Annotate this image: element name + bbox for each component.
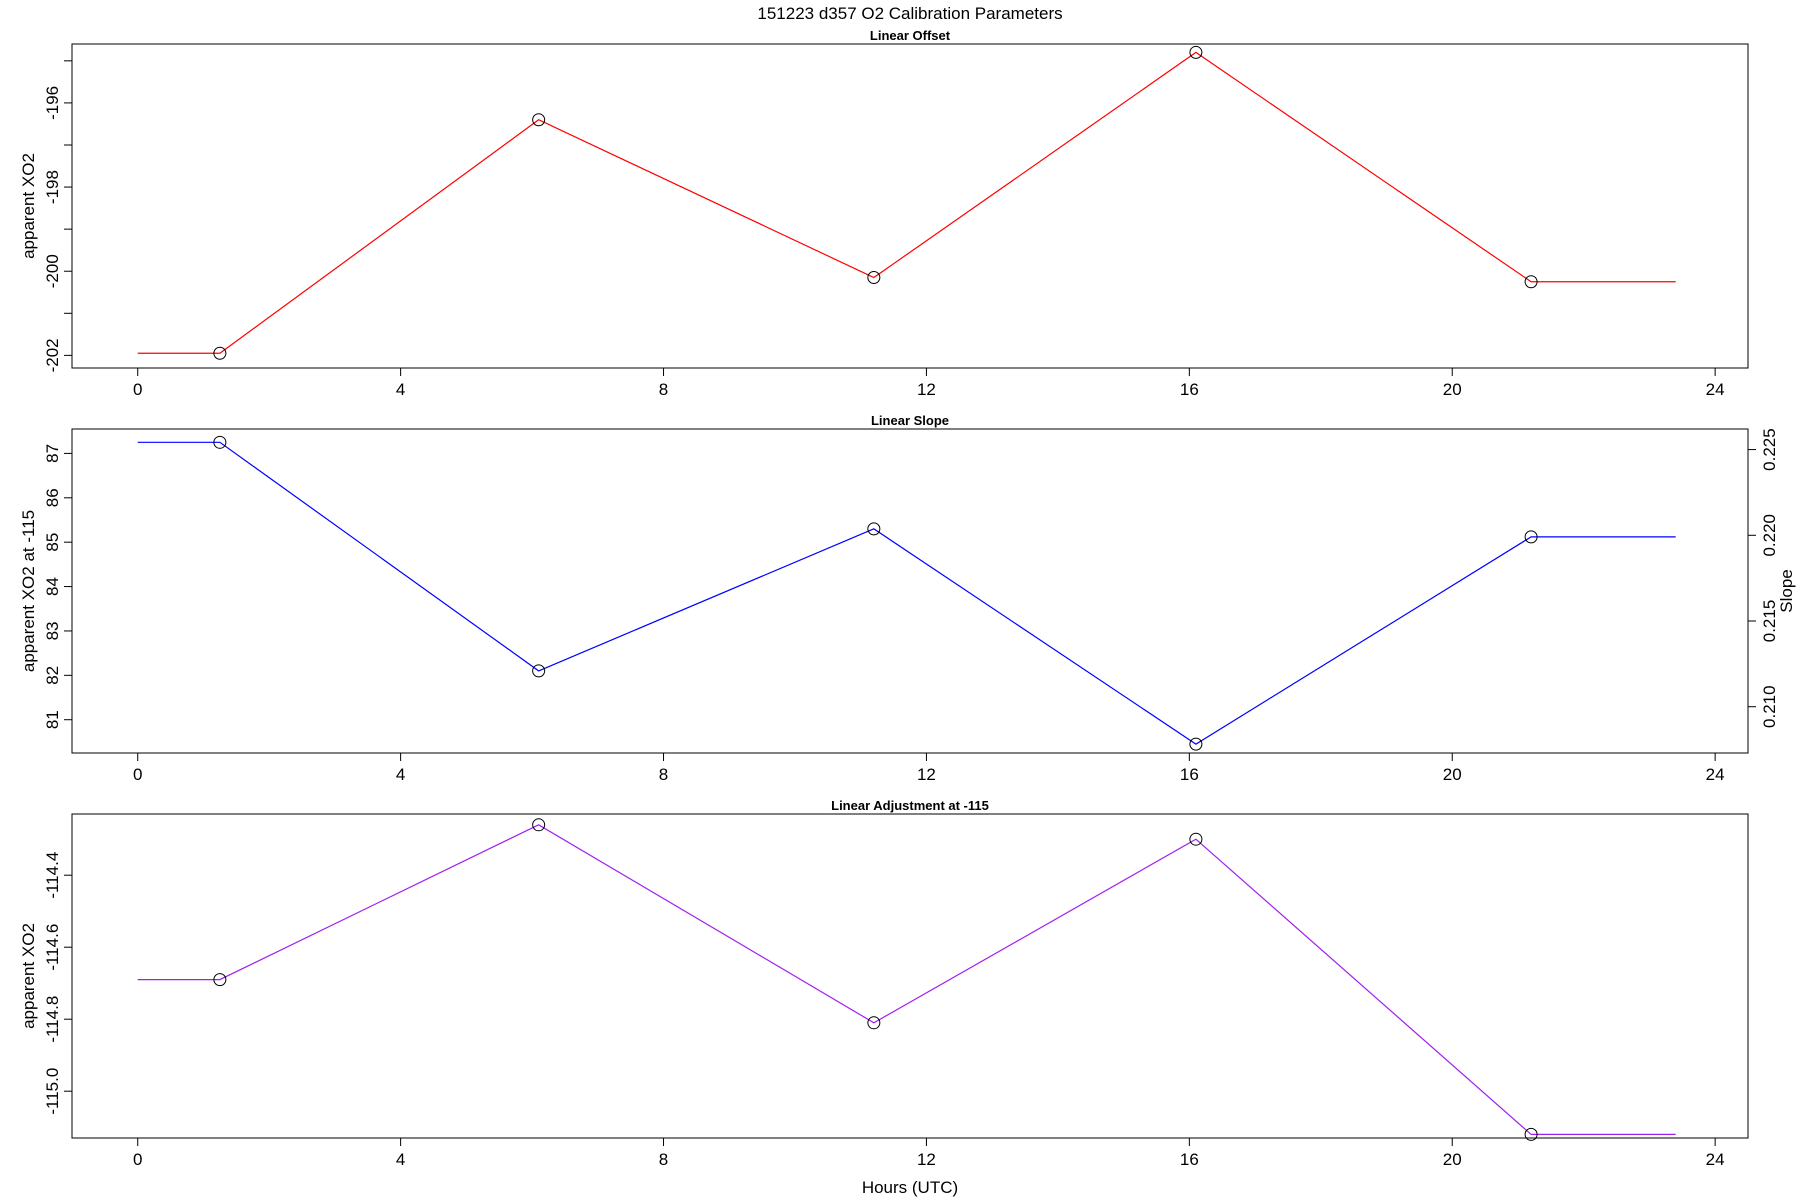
data-point [532, 818, 546, 832]
x-tick-label: 20 [1443, 1150, 1462, 1169]
y-tick-label: -114.6 [43, 924, 62, 971]
y-axis-label: apparent XO2 [19, 153, 38, 259]
plot-frame [71, 428, 1749, 754]
y-tick-label: 87 [43, 444, 62, 463]
data-point [1524, 530, 1538, 544]
panel-title: Linear Slope [871, 413, 949, 428]
y-axis-label: apparent XO2 [19, 923, 38, 1029]
y-tick-label: -114.4 [43, 852, 62, 899]
y-axis-label: apparent XO2 at -115 [19, 510, 38, 672]
y-tick-label: 82 [43, 666, 62, 685]
y-tick-label: -115.0 [43, 1068, 62, 1115]
data-point [1524, 1127, 1538, 1141]
y2-tick-label: 0.225 [1760, 428, 1779, 471]
x-tick-label: 16 [1180, 380, 1199, 399]
x-tick-label: 24 [1706, 765, 1725, 784]
x-tick-label: 12 [917, 380, 936, 399]
series-line-linear-slope [137, 441, 1676, 745]
panel-title: Linear Adjustment at -115 [831, 798, 989, 813]
data-point [867, 522, 881, 536]
data-point [867, 1016, 881, 1030]
x-tick-label: 20 [1443, 380, 1462, 399]
data-point [1189, 45, 1203, 59]
data-point [1189, 737, 1203, 751]
y-tick-label: -114.8 [43, 996, 62, 1043]
y-tick-label: 83 [43, 621, 62, 640]
panel-title: Linear Offset [870, 28, 951, 43]
series-line-linear-offset [137, 51, 1676, 354]
x-tick-label: 12 [917, 1150, 936, 1169]
x-tick-label: 0 [133, 380, 142, 399]
x-tick-label: 4 [396, 765, 405, 784]
x-tick-label: 12 [917, 765, 936, 784]
plot-frame [71, 43, 1749, 369]
y2-axis-label: Slope [1777, 569, 1796, 612]
x-tick-label: 24 [1706, 1150, 1725, 1169]
series-line-linear-adjustment [137, 824, 1676, 1136]
y-tick-label: 85 [43, 533, 62, 552]
x-tick-label: 0 [133, 765, 142, 784]
data-point [532, 113, 546, 127]
figure-x-axis-label: Hours (UTC) [862, 1178, 958, 1197]
x-tick-label: 16 [1180, 765, 1199, 784]
x-tick-label: 8 [659, 765, 668, 784]
y-tick-label: 86 [43, 488, 62, 507]
y-tick-label: 81 [43, 710, 62, 729]
y-tick-label: -202 [43, 338, 62, 372]
x-tick-label: 8 [659, 1150, 668, 1169]
y-tick-label: -196 [43, 86, 62, 120]
data-point [213, 346, 227, 360]
y2-tick-label: 0.210 [1760, 685, 1779, 728]
y2-tick-label: 0.220 [1760, 514, 1779, 557]
x-tick-label: 0 [133, 1150, 142, 1169]
panel-linear-offset: Linear Offset 0 4 8 12 16 20 24 -202 -200 -198 -196… [19, 28, 1749, 399]
plot-frame [71, 813, 1749, 1139]
x-tick-label: 20 [1443, 765, 1462, 784]
x-tick-label: 8 [659, 380, 668, 399]
data-point [213, 973, 227, 987]
y-tick-label: 84 [43, 577, 62, 596]
panel-linear-adjustment: Linear Adjustment at -115 0 4 8 12 16 20 24 -115… [19, 798, 1749, 1169]
figure-title: 151223 d357 O2 Calibration Parameters [757, 4, 1062, 23]
data-point [213, 435, 227, 449]
data-point [867, 271, 881, 285]
data-point [1524, 275, 1538, 289]
y-tick-label: -198 [43, 170, 62, 204]
data-point [532, 664, 546, 678]
y2-tick-label: 0.215 [1760, 600, 1779, 643]
x-tick-label: 24 [1706, 380, 1725, 399]
y-tick-label: -200 [43, 254, 62, 288]
x-tick-label: 4 [396, 380, 405, 399]
data-point [1189, 832, 1203, 846]
panel-linear-slope: Linear Slope 0 4 8 12 16 20 24 81 82 83 84 85 86 87 app… [19, 413, 1796, 784]
x-tick-label: 16 [1180, 1150, 1199, 1169]
x-tick-label: 4 [396, 1150, 405, 1169]
